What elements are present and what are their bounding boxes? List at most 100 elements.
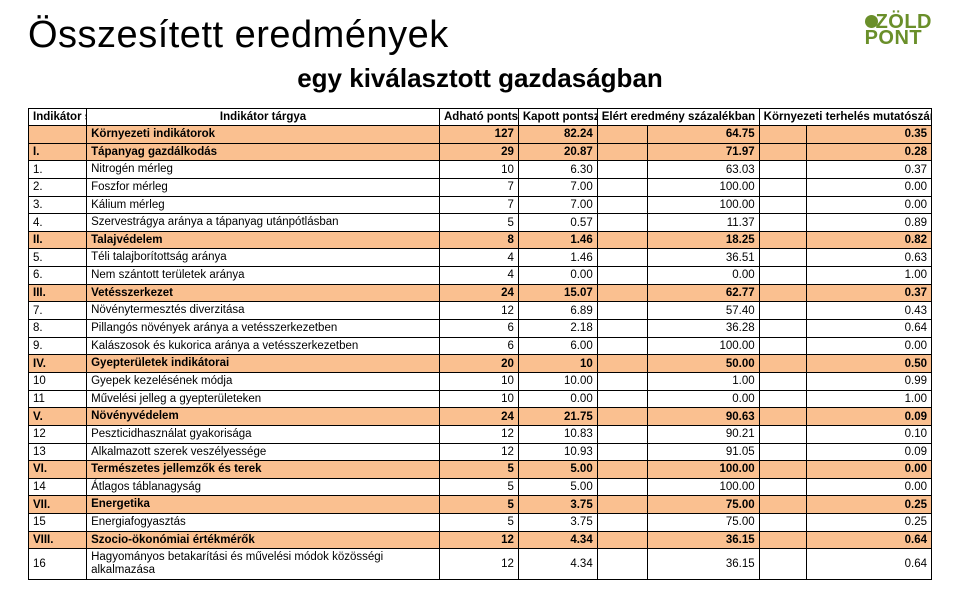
- cell-empty: [759, 425, 807, 443]
- cell-got: 10: [518, 355, 597, 373]
- cell-got: 5.00: [518, 478, 597, 496]
- cell-empty: [759, 284, 807, 302]
- cell-empty: [597, 337, 647, 355]
- cell-got: 1.46: [518, 249, 597, 267]
- cell-env: 1.00: [807, 390, 932, 408]
- cell-empty: [597, 425, 647, 443]
- cell-number: 7.: [29, 302, 87, 320]
- category-row: VIII.Szocio-ökonómiai értékmérők124.3436…: [29, 531, 932, 549]
- cell-empty: [597, 249, 647, 267]
- th-got: Kapott pontszám: [518, 109, 597, 126]
- cell-got: 2.18: [518, 320, 597, 338]
- data-row: 13Alkalmazott szerek veszélyessége1210.9…: [29, 443, 932, 461]
- cell-indicator: Energiafogyasztás: [87, 514, 440, 532]
- cell-indicator: Vetésszerkezet: [87, 284, 440, 302]
- category-row: VII.Energetika53.7575.000.25: [29, 496, 932, 514]
- cell-number: 16: [29, 549, 87, 579]
- cell-empty: [759, 302, 807, 320]
- cell-indicator: Kálium mérleg: [87, 196, 440, 214]
- cell-max: 12: [439, 443, 518, 461]
- data-row: 1.Nitrogén mérleg106.3063.030.37: [29, 161, 932, 179]
- cell-pct: 75.00: [647, 496, 759, 514]
- cell-indicator: Nem szántott területek aránya: [87, 267, 440, 285]
- cell-empty: [759, 390, 807, 408]
- cell-empty: [759, 214, 807, 232]
- cell-max: 6: [439, 320, 518, 338]
- cell-pct: 36.28: [647, 320, 759, 338]
- cell-pct: 57.40: [647, 302, 759, 320]
- cell-number: VIII.: [29, 531, 87, 549]
- cell-empty: [759, 549, 807, 579]
- cell-empty: [759, 496, 807, 514]
- data-row: 9.Kalászosok és kukorica aránya a vetéss…: [29, 337, 932, 355]
- cell-pct: 90.21: [647, 425, 759, 443]
- cell-indicator: Szocio-ökonómiai értékmérők: [87, 531, 440, 549]
- cell-max: 5: [439, 214, 518, 232]
- data-row: 8.Pillangós növények aránya a vetésszerk…: [29, 320, 932, 338]
- cell-pct: 71.97: [647, 143, 759, 161]
- cell-empty: [759, 461, 807, 479]
- cell-empty: [759, 337, 807, 355]
- cell-max: 12: [439, 549, 518, 579]
- data-row: 6.Nem szántott területek aránya40.000.00…: [29, 267, 932, 285]
- cell-empty: [597, 531, 647, 549]
- cell-number: 8.: [29, 320, 87, 338]
- cell-max: 5: [439, 496, 518, 514]
- cell-max: 8: [439, 231, 518, 249]
- cell-pct: 36.15: [647, 549, 759, 579]
- cell-empty: [597, 196, 647, 214]
- cell-empty: [597, 514, 647, 532]
- data-row: 14Átlagos táblanagyság55.00100.000.00: [29, 478, 932, 496]
- cell-indicator: Alkalmazott szerek veszélyessége: [87, 443, 440, 461]
- category-row: III.Vetésszerkezet2415.0762.770.37: [29, 284, 932, 302]
- cell-empty: [597, 302, 647, 320]
- cell-env: 0.09: [807, 408, 932, 426]
- cell-empty: [759, 372, 807, 390]
- cell-indicator: Művelési jelleg a gyepterületeken: [87, 390, 440, 408]
- cell-pct: 18.25: [647, 231, 759, 249]
- cell-empty: [759, 408, 807, 426]
- cell-max: 10: [439, 372, 518, 390]
- cell-pct: 0.00: [647, 267, 759, 285]
- cell-max: 7: [439, 178, 518, 196]
- cell-indicator: Pillangós növények aránya a vetésszerkez…: [87, 320, 440, 338]
- cell-got: 0.57: [518, 214, 597, 232]
- cell-got: 6.30: [518, 161, 597, 179]
- results-table: Indikátor száma Indikátor tárgya Adható …: [28, 108, 932, 580]
- cell-got: 10.83: [518, 425, 597, 443]
- data-row: 16Hagyományos betakarítási és művelési m…: [29, 549, 932, 579]
- cell-indicator: Természetes jellemzők és terek: [87, 461, 440, 479]
- cell-got: 3.75: [518, 496, 597, 514]
- cell-number: 2.: [29, 178, 87, 196]
- cell-empty: [597, 320, 647, 338]
- cell-empty: [759, 126, 807, 144]
- cell-empty: [759, 478, 807, 496]
- table-header: Indikátor száma Indikátor tárgya Adható …: [29, 109, 932, 126]
- cell-got: 21.75: [518, 408, 597, 426]
- cell-indicator: Növénytermesztés diverzitása: [87, 302, 440, 320]
- cell-max: 4: [439, 249, 518, 267]
- cell-empty: [597, 408, 647, 426]
- cell-pct: 50.00: [647, 355, 759, 373]
- data-row: 11Művelési jelleg a gyepterületeken100.0…: [29, 390, 932, 408]
- cell-max: 20: [439, 355, 518, 373]
- cell-got: 4.34: [518, 549, 597, 579]
- cell-pct: 100.00: [647, 178, 759, 196]
- cell-max: 12: [439, 531, 518, 549]
- cell-number: IV.: [29, 355, 87, 373]
- cell-empty: [597, 461, 647, 479]
- th-ind: Indikátor tárgya: [87, 109, 440, 126]
- cell-number: I.: [29, 143, 87, 161]
- cell-indicator: Átlagos táblanagyság: [87, 478, 440, 496]
- cell-indicator: Gyepek kezelésének módja: [87, 372, 440, 390]
- cell-empty: [597, 443, 647, 461]
- cell-max: 24: [439, 408, 518, 426]
- cell-empty: [759, 143, 807, 161]
- cell-env: 0.10: [807, 425, 932, 443]
- cell-indicator: Peszticidhasználat gyakorisága: [87, 425, 440, 443]
- cell-indicator: Tápanyag gazdálkodás: [87, 143, 440, 161]
- cell-max: 29: [439, 143, 518, 161]
- category-row: V.Növényvédelem2421.7590.630.09: [29, 408, 932, 426]
- cell-number: VI.: [29, 461, 87, 479]
- cell-indicator: Nitrogén mérleg: [87, 161, 440, 179]
